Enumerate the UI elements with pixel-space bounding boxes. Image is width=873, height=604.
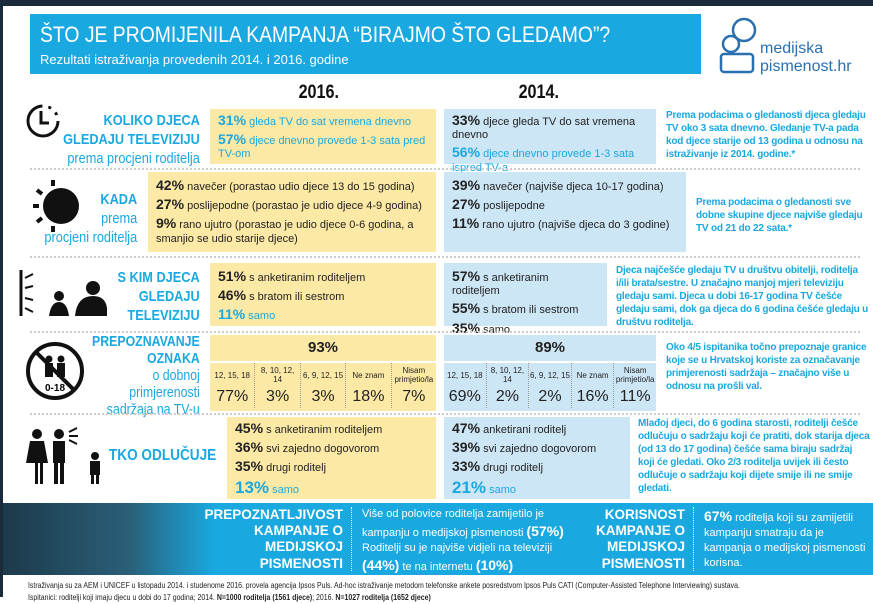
row1-2014-box: 33% djece gleda TV do sat vremena dnevno… [444,109,656,174]
divider [30,168,860,170]
campaign-photo [3,503,213,575]
row4-note: Oko 4/5 ispitanika točno prepoznaje gran… [666,342,867,392]
family-tv-icon [19,270,107,316]
year-2014-heading: 2014. [518,82,559,103]
header-banner: ŠTO JE PROMIJENILA KAMPANJA “BIRAJMO ŠTO… [30,14,701,74]
recognition-text: Više od polovice roditelja zamijetilo je… [351,507,589,573]
page-subtitle: Rezultati istraživanja provedenih 2014. … [40,52,349,67]
usefulness-text: 67% roditelja koji su zamijetili kampanj… [693,507,871,571]
row5-2014-box: 47% anketirani roditelj 39% svi zajedno … [444,417,630,499]
recognition-title: PREPOZNATLJIVOST KAMPANJE O MEDIJSKOJ PISME… [204,507,343,571]
row4-label: PREPOZNAVANJE OZNAKA o dobnoj primjerenosti… [92,334,200,418]
row1-label: KOLIKO DJECA GLEDAJU TELEVIZIJU prema proc… [63,112,201,167]
parents-child-icon [26,427,100,484]
row5-note: Mlađoj djeci, do 6 godina starosti, rodi… [638,418,870,494]
page-title: ŠTO JE PROMIJENILA KAMPANJA “BIRAJMO ŠTO… [40,22,611,47]
footer-note: Istraživanja su za AEM i UNICEF u listop… [28,581,740,602]
row5-2016-box: 45% s anketiranim roditeljem 36% svi zaj… [227,417,436,499]
divider [30,331,860,333]
row2-note: Prema podacima o gledanosti sve dobne sk… [696,197,863,234]
age-rating-0-18-icon: 0-18 [26,342,84,400]
row3-2014-box: 57% s anketiranim roditeljem 55% s brato… [444,263,607,336]
usefulness-title: KORISNOST KAMPANJE O MEDIJSKOJ PISMENOSTI [595,507,685,571]
row4-2014-box: 89% 12, 15, 18 69% 8, 10, 12, 14 2% 6, 9, … [444,335,656,411]
total-2016: 93% [210,335,436,363]
logo-faces-icon [719,17,757,74]
year-2016-heading: 2016. [298,82,339,103]
row3-label: S KIM DJECA GLEDAJU TELEVIZIJU [117,269,200,324]
svg-text:0-18: 0-18 [45,383,65,394]
sun-moon-icon [33,180,79,232]
row2-2016-box: 42% navečer (porastao udio djece 13 do 1… [148,172,436,252]
row2-label: KADA prema procjeni roditelja [44,191,137,246]
row3-note: Djeca najčešće gledaju TV u društvu obit… [616,265,869,328]
row3-2016-box: 51% s anketiranim roditeljem 46% s brato… [210,263,436,326]
divider [30,413,860,415]
total-2014: 89% [444,335,656,363]
clock-icon [26,104,60,138]
logo-line1: medijska [760,40,824,57]
logo-line2: pismenost.hr [760,57,852,75]
divider [30,256,860,258]
campaign-band: PREPOZNATLJIVOST KAMPANJE O MEDIJSKOJ PISME… [3,503,873,575]
row5-label: TKO ODLUČUJE [108,447,216,464]
row4-2016-box: 93% 12, 15, 18 77% 8, 10, 12, 14 3% 6, 9, … [210,335,436,411]
row1-note: Prema podacima o gledanosti djeca gledaj… [666,110,866,160]
row2-2014-box: 39% navečer (najviše djeca 10-17 godina)… [444,172,686,252]
row1-2016-box: 31% gleda TV do sat vremena dnevno 57% d… [210,109,436,164]
logo[interactable]: medijska pismenost.hr [718,16,868,76]
